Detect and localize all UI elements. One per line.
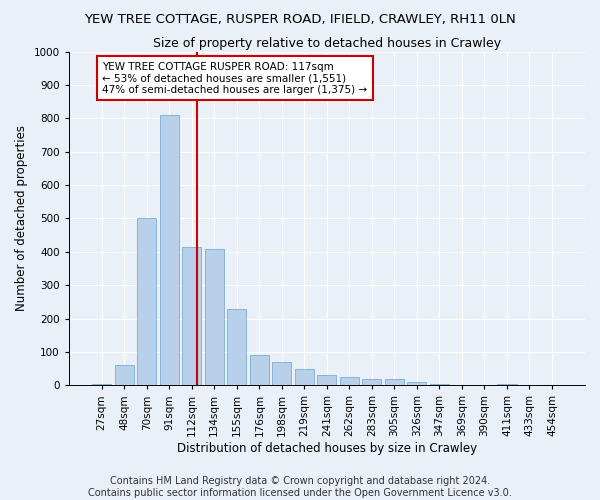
Title: Size of property relative to detached houses in Crawley: Size of property relative to detached ho… [153, 38, 501, 51]
Text: Contains HM Land Registry data © Crown copyright and database right 2024.
Contai: Contains HM Land Registry data © Crown c… [88, 476, 512, 498]
Text: YEW TREE COTTAGE, RUSPER ROAD, IFIELD, CRAWLEY, RH11 0LN: YEW TREE COTTAGE, RUSPER ROAD, IFIELD, C… [84, 12, 516, 26]
Bar [272, 362, 292, 386]
X-axis label: Distribution of detached houses by size in Crawley: Distribution of detached houses by size … [177, 442, 477, 455]
Bar [227, 308, 247, 386]
Bar [160, 115, 179, 386]
Bar [182, 247, 202, 386]
Bar [250, 356, 269, 386]
Y-axis label: Number of detached properties: Number of detached properties [15, 126, 28, 312]
Bar [497, 384, 517, 386]
Bar [295, 368, 314, 386]
Text: YEW TREE COTTAGE RUSPER ROAD: 117sqm
← 53% of detached houses are smaller (1,551: YEW TREE COTTAGE RUSPER ROAD: 117sqm ← 5… [102, 62, 367, 95]
Bar [115, 366, 134, 386]
Bar [317, 376, 337, 386]
Bar [205, 248, 224, 386]
Bar [430, 384, 449, 386]
Bar [340, 377, 359, 386]
Bar [137, 218, 157, 386]
Bar [385, 378, 404, 386]
Bar [92, 384, 112, 386]
Bar [362, 378, 382, 386]
Bar [407, 382, 427, 386]
